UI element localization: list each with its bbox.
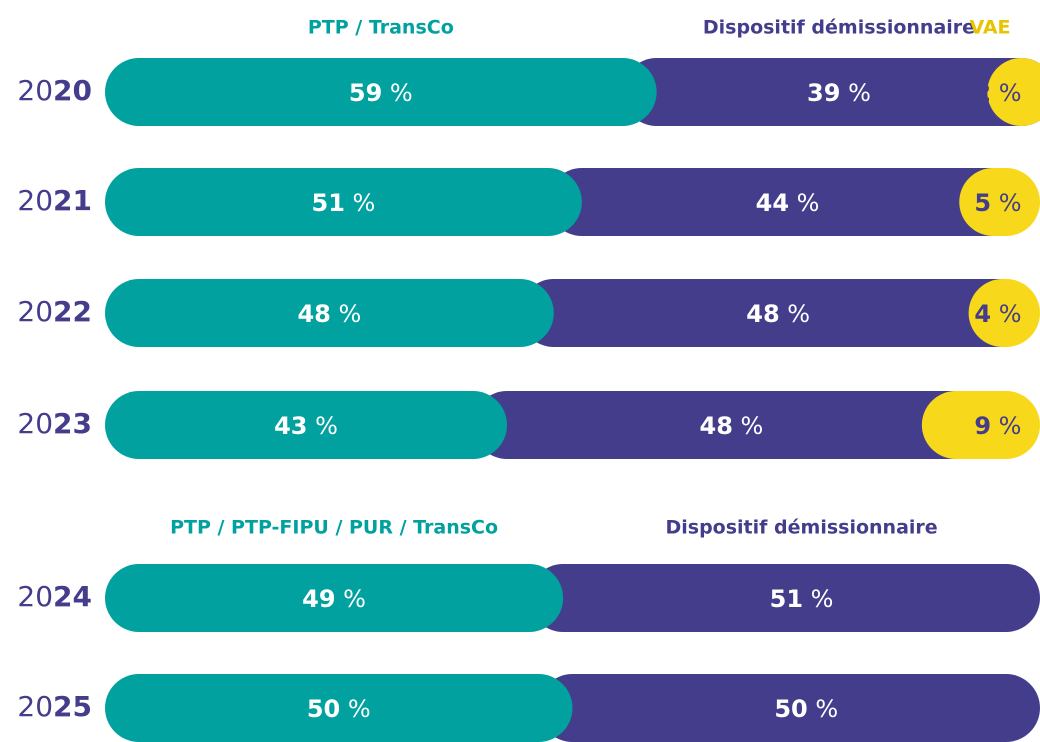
year-label: 2022 bbox=[17, 295, 92, 328]
value-label: 39 % bbox=[807, 79, 871, 107]
bar-segment bbox=[519, 279, 1037, 347]
year-label: 2023 bbox=[17, 407, 92, 440]
value-label: 44 % bbox=[756, 189, 820, 217]
bar-segment bbox=[105, 58, 657, 126]
legend-label: Dispositif démissionnaire bbox=[703, 17, 975, 39]
value-label: 50 % bbox=[774, 695, 838, 723]
legend-label: PTP / TransCo bbox=[308, 17, 454, 39]
bar-segment bbox=[473, 391, 990, 459]
bar-segment bbox=[105, 564, 564, 632]
year-label: 2025 bbox=[17, 690, 92, 723]
bar-segment bbox=[105, 279, 554, 347]
bar-segment bbox=[921, 391, 1040, 459]
value-label: 51 % bbox=[312, 189, 376, 217]
value-label: 49 % bbox=[302, 585, 366, 613]
value-label: 50 % bbox=[307, 695, 371, 723]
value-label: 2 % bbox=[974, 79, 1021, 107]
bar-segment bbox=[529, 564, 1040, 632]
year-label: 2024 bbox=[17, 580, 92, 613]
year-label: 2020 bbox=[17, 74, 92, 107]
value-label: 51 % bbox=[770, 585, 834, 613]
bar-segment bbox=[538, 674, 1040, 742]
bar-segment bbox=[105, 674, 573, 742]
value-label: 48 % bbox=[700, 412, 764, 440]
bar-segment bbox=[622, 58, 1040, 126]
year-label: 2021 bbox=[17, 184, 92, 217]
value-label: 59 % bbox=[349, 79, 413, 107]
value-label: 48 % bbox=[746, 300, 810, 328]
bar-segment bbox=[987, 58, 1040, 126]
value-label: 5 % bbox=[974, 189, 1021, 217]
legend-label: PTP / PTP-FIPU / PUR / TransCo bbox=[170, 517, 498, 539]
bar-segment bbox=[547, 168, 1028, 236]
legend-label: Dispositif démissionnaire bbox=[665, 517, 937, 539]
bar-segment bbox=[959, 168, 1040, 236]
value-label: 43 % bbox=[274, 412, 338, 440]
legend-label: VAE bbox=[969, 17, 1010, 39]
bar-segment bbox=[105, 168, 582, 236]
value-label: 9 % bbox=[974, 412, 1021, 440]
bar-segment bbox=[105, 391, 508, 459]
value-label: 48 % bbox=[297, 300, 361, 328]
value-label: 4 % bbox=[974, 300, 1021, 328]
bar-segment bbox=[968, 279, 1040, 347]
